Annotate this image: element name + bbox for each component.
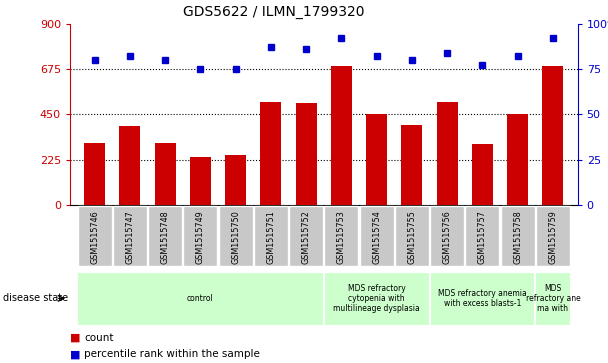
Bar: [401, 126, 423, 205]
Text: GSM1515749: GSM1515749: [196, 210, 205, 264]
Bar: [119, 126, 140, 205]
FancyBboxPatch shape: [113, 206, 147, 266]
FancyBboxPatch shape: [535, 272, 570, 326]
Bar: [437, 102, 458, 205]
FancyBboxPatch shape: [78, 206, 111, 266]
FancyBboxPatch shape: [184, 206, 217, 266]
Bar: [154, 143, 176, 205]
Text: MDS refractory
cytopenia with
multilineage dysplasia: MDS refractory cytopenia with multilinea…: [333, 284, 420, 314]
Bar: [507, 114, 528, 205]
FancyBboxPatch shape: [325, 206, 358, 266]
Text: control: control: [187, 294, 214, 303]
Text: percentile rank within the sample: percentile rank within the sample: [84, 349, 260, 359]
Text: GSM1515755: GSM1515755: [407, 210, 416, 264]
FancyBboxPatch shape: [536, 206, 570, 266]
Text: GSM1515753: GSM1515753: [337, 210, 346, 264]
Text: MDS
refractory ane
ma with: MDS refractory ane ma with: [525, 284, 580, 314]
FancyBboxPatch shape: [219, 206, 252, 266]
FancyBboxPatch shape: [501, 206, 534, 266]
Bar: [190, 157, 211, 205]
Text: GSM1515752: GSM1515752: [302, 210, 311, 264]
Text: GDS5622 / ILMN_1799320: GDS5622 / ILMN_1799320: [183, 5, 364, 20]
Bar: [331, 66, 352, 205]
FancyBboxPatch shape: [430, 206, 464, 266]
Text: GSM1515747: GSM1515747: [125, 210, 134, 264]
Text: GSM1515750: GSM1515750: [231, 210, 240, 264]
FancyBboxPatch shape: [360, 206, 393, 266]
Bar: [225, 155, 246, 205]
Text: MDS refractory anemia
with excess blasts-1: MDS refractory anemia with excess blasts…: [438, 289, 527, 308]
Text: ■: ■: [70, 333, 80, 343]
Bar: [366, 114, 387, 205]
FancyBboxPatch shape: [77, 272, 324, 326]
FancyBboxPatch shape: [429, 272, 535, 326]
Text: GSM1515754: GSM1515754: [372, 210, 381, 264]
Bar: [260, 102, 282, 205]
FancyBboxPatch shape: [254, 206, 288, 266]
Text: GSM1515759: GSM1515759: [548, 210, 558, 264]
FancyBboxPatch shape: [395, 206, 429, 266]
Text: disease state: disease state: [3, 293, 68, 303]
Text: ■: ■: [70, 349, 80, 359]
Text: GSM1515758: GSM1515758: [513, 210, 522, 264]
FancyBboxPatch shape: [148, 206, 182, 266]
FancyBboxPatch shape: [324, 272, 429, 326]
FancyBboxPatch shape: [466, 206, 499, 266]
Text: GSM1515751: GSM1515751: [266, 210, 275, 264]
Text: count: count: [84, 333, 114, 343]
Bar: [542, 66, 564, 205]
Bar: [295, 103, 317, 205]
Text: GSM1515748: GSM1515748: [161, 210, 170, 264]
FancyBboxPatch shape: [289, 206, 323, 266]
Text: GSM1515746: GSM1515746: [90, 210, 99, 264]
Text: GSM1515756: GSM1515756: [443, 210, 452, 264]
Bar: [472, 144, 493, 205]
Text: GSM1515757: GSM1515757: [478, 210, 487, 264]
Bar: [84, 143, 105, 205]
